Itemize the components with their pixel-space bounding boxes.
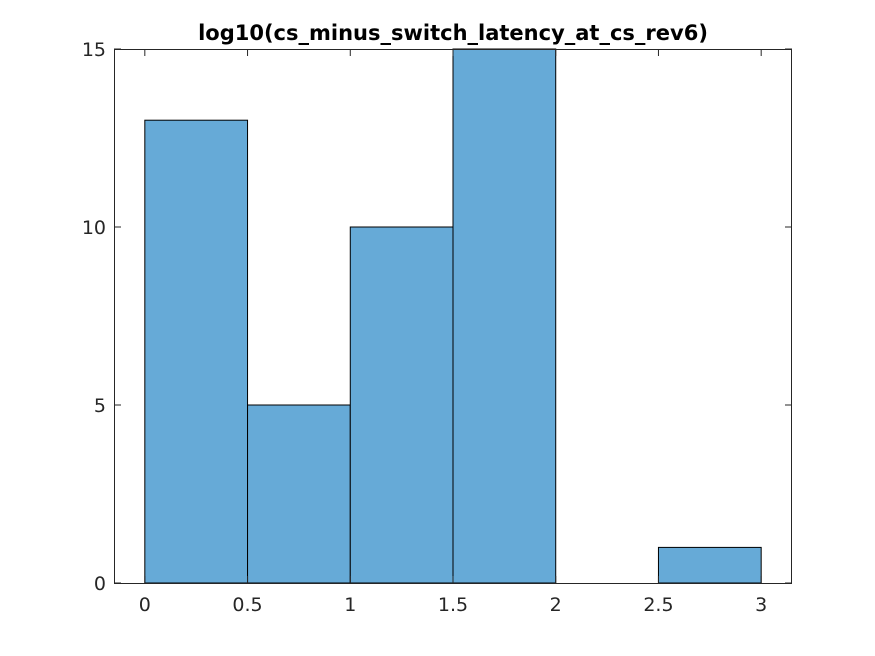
y-tick-label-1: 5 <box>94 395 106 417</box>
x-tick-label-6: 3 <box>755 594 767 616</box>
y-tick-label-2: 10 <box>82 217 106 239</box>
y-tick-label-0: 0 <box>94 573 106 595</box>
x-tick-label-4: 2 <box>550 594 562 616</box>
axes-box <box>114 49 792 584</box>
x-tick-label-0: 0 <box>139 594 151 616</box>
x-tick-label-2: 1 <box>344 594 356 616</box>
histogram-bar-1 <box>247 404 351 584</box>
bars-group <box>144 48 762 584</box>
y-tick-label-3: 15 <box>82 39 106 61</box>
x-tick-label-1: 0.5 <box>232 594 262 616</box>
x-tick-label-3: 1.5 <box>438 594 468 616</box>
histogram-bar-0 <box>144 119 249 584</box>
histogram-bar-5 <box>657 546 762 584</box>
chart-title: log10(cs_minus_switch_latency_at_cs_rev6… <box>198 21 708 45</box>
histogram-bar-2 <box>349 226 454 584</box>
ticks-group: 0 0.5 1 1.5 2 2.5 3 0 5 10 15 <box>82 39 792 616</box>
histogram-bar-3 <box>452 48 557 584</box>
x-tick-label-5: 2.5 <box>643 594 673 616</box>
